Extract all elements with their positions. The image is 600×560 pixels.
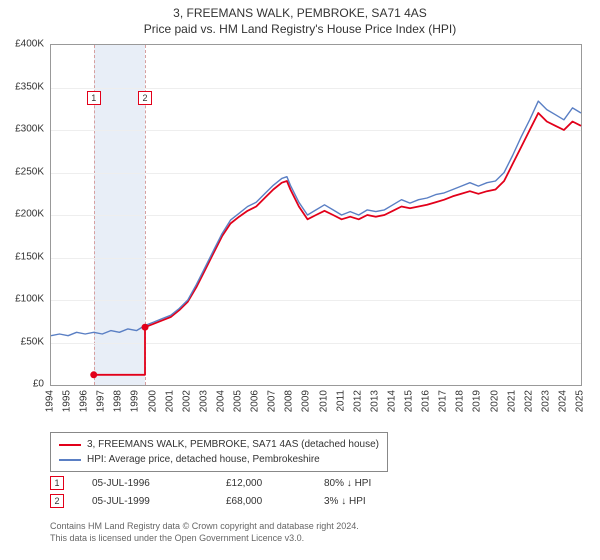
x-tick-label: 1997 (96, 390, 107, 412)
x-tick-label: 2016 (421, 390, 432, 412)
y-tick-label: £200K (15, 209, 44, 220)
chart-legend: 3, FREEMANS WALK, PEMBROKE, SA71 4AS (de… (50, 432, 388, 472)
legend-row-hpi: HPI: Average price, detached house, Pemb… (59, 452, 379, 467)
x-tick-label: 2014 (386, 390, 397, 412)
y-tick-label: £300K (15, 124, 44, 135)
sale-row-2: 2 05-JUL-1999 £68,000 3% ↓ HPI (50, 492, 424, 510)
x-tick-label: 2022 (523, 390, 534, 412)
x-tick-label: 2002 (181, 390, 192, 412)
y-tick-label: £400K (15, 39, 44, 50)
y-tick-label: £50K (21, 336, 44, 347)
title-subtitle: Price paid vs. HM Land Registry's House … (0, 22, 600, 36)
x-tick-label: 2010 (318, 390, 329, 412)
sale-price: £68,000 (226, 496, 296, 507)
sale-events-list: 1 05-JUL-1996 £12,000 80% ↓ HPI 2 05-JUL-1999… (50, 474, 424, 510)
sale-delta: 80% ↓ HPI (324, 478, 424, 489)
legend-row-property: 3, FREEMANS WALK, PEMBROKE, SA71 4AS (de… (59, 437, 379, 452)
chart-plot-area: 12 (50, 44, 582, 386)
legend-swatch (59, 459, 81, 461)
x-axis-labels: 1994199519961997199819992000200120022003… (50, 386, 580, 434)
y-tick-label: £0 (33, 379, 44, 390)
x-tick-label: 2009 (301, 390, 312, 412)
sale-dot-2 (142, 324, 149, 331)
sale-row-1: 1 05-JUL-1996 £12,000 80% ↓ HPI (50, 474, 424, 492)
sale-row-marker: 2 (50, 494, 64, 508)
sale-dot-1 (90, 371, 97, 378)
x-tick-label: 2021 (506, 390, 517, 412)
sale-date: 05-JUL-1996 (92, 478, 198, 489)
x-tick-label: 2011 (335, 390, 346, 412)
x-tick-label: 2018 (455, 390, 466, 412)
x-tick-label: 2020 (489, 390, 500, 412)
y-tick-label: £150K (15, 251, 44, 262)
series-hpi (51, 101, 581, 336)
legend-swatch (59, 444, 81, 446)
x-tick-label: 2015 (404, 390, 415, 412)
x-tick-label: 2005 (233, 390, 244, 412)
x-tick-label: 2025 (575, 390, 586, 412)
y-tick-label: £250K (15, 166, 44, 177)
x-tick-label: 2008 (284, 390, 295, 412)
x-tick-label: 2023 (540, 390, 551, 412)
x-tick-label: 2013 (369, 390, 380, 412)
title-address: 3, FREEMANS WALK, PEMBROKE, SA71 4AS (0, 6, 600, 20)
footer-line-2: This data is licensed under the Open Gov… (50, 532, 359, 544)
sale-delta: 3% ↓ HPI (324, 496, 424, 507)
chart-footer: Contains HM Land Registry data © Crown c… (50, 520, 359, 544)
x-tick-label: 1998 (113, 390, 124, 412)
x-tick-label: 2004 (215, 390, 226, 412)
x-tick-label: 1995 (62, 390, 73, 412)
chart-titles: 3, FREEMANS WALK, PEMBROKE, SA71 4AS Pri… (0, 0, 600, 36)
x-tick-label: 2012 (352, 390, 363, 412)
x-tick-label: 2019 (472, 390, 483, 412)
x-tick-label: 2003 (198, 390, 209, 412)
y-tick-label: £100K (15, 294, 44, 305)
chart-lines-svg (51, 45, 581, 385)
legend-label: 3, FREEMANS WALK, PEMBROKE, SA71 4AS (de… (87, 437, 379, 452)
legend-label: HPI: Average price, detached house, Pemb… (87, 452, 320, 467)
x-tick-label: 2001 (164, 390, 175, 412)
sale-marker-box-1: 1 (87, 91, 101, 105)
x-tick-label: 1994 (45, 390, 56, 412)
x-tick-label: 2024 (557, 390, 568, 412)
sale-date: 05-JUL-1999 (92, 496, 198, 507)
sale-price: £12,000 (226, 478, 296, 489)
sale-marker-box-2: 2 (138, 91, 152, 105)
x-tick-label: 2006 (250, 390, 261, 412)
sale-row-marker: 1 (50, 476, 64, 490)
y-tick-label: £350K (15, 81, 44, 92)
x-tick-label: 2007 (267, 390, 278, 412)
footer-line-1: Contains HM Land Registry data © Crown c… (50, 520, 359, 532)
x-tick-label: 1996 (79, 390, 90, 412)
y-axis-labels: £0£50K£100K£150K£200K£250K£300K£350K£400… (0, 44, 48, 384)
series-property (94, 113, 581, 375)
x-tick-label: 1999 (130, 390, 141, 412)
x-tick-label: 2017 (438, 390, 449, 412)
x-tick-label: 2000 (147, 390, 158, 412)
